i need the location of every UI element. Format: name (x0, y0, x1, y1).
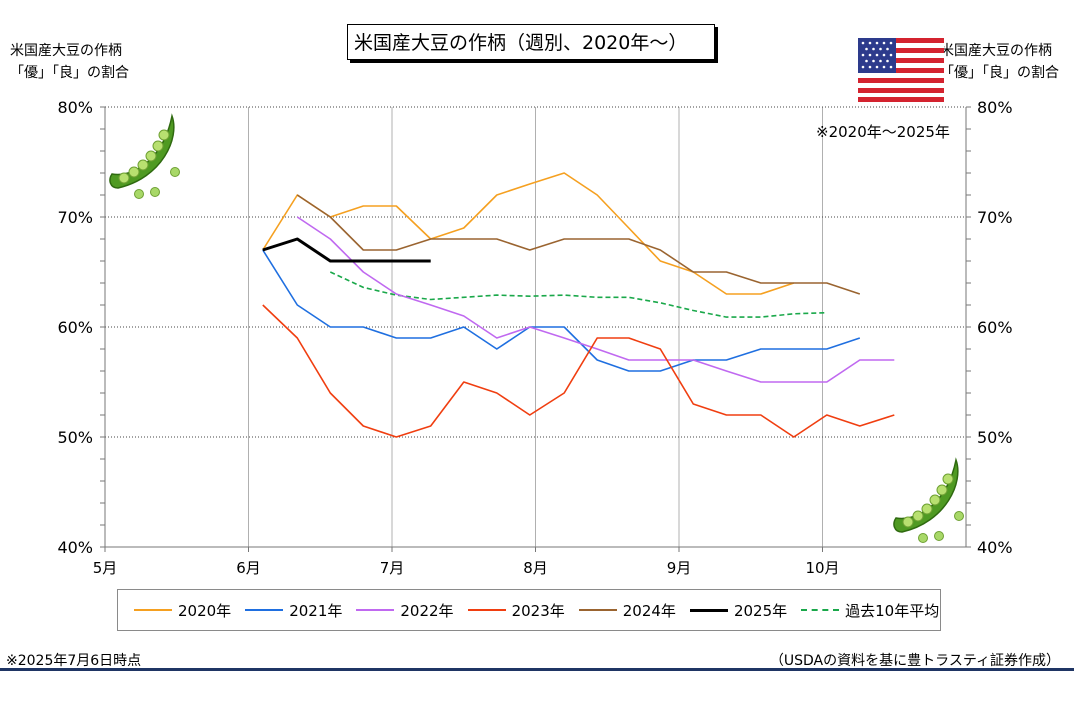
y-tick-label-right: 40% (977, 538, 1013, 557)
y-axis-right-label-line1: 米国産大豆の作柄 (940, 43, 1052, 59)
chart-title: 米国産大豆の作柄（週別、2020年～） (347, 24, 715, 60)
y-tick-label-right: 70% (977, 208, 1013, 227)
y-tick-label-right: 50% (977, 428, 1013, 447)
series-line-2023年 (262, 304, 895, 438)
y-tick-label-left: 40% (57, 538, 93, 557)
x-tick-label: 6月 (236, 559, 261, 577)
as-of-note: ※2025年7月6日時点 (6, 653, 142, 669)
series-line-2021年 (262, 249, 861, 372)
y-tick-label-right: 60% (977, 318, 1013, 337)
legend-swatch-2021 (245, 609, 284, 611)
legend-swatch-2024 (578, 609, 617, 611)
legend-item-2023: 2023年 (467, 600, 565, 621)
y-tick-label-left: 50% (57, 428, 93, 447)
y-axis-right-label: 米国産大豆の作柄 「優」「良」の割合 (940, 40, 1059, 84)
legend-label-2023: 2023年 (511, 601, 565, 620)
legend-swatch-2020 (134, 609, 172, 611)
x-tick-label: 10月 (805, 559, 839, 577)
soybean-pod-icon (893, 457, 964, 543)
legend-label-10yr-average: 過去10年平均 (845, 601, 940, 620)
legend-label-2025: 2025年 (733, 601, 788, 620)
y-axis-left-label: 米国産大豆の作柄 「優」「良」の割合 (10, 40, 129, 84)
legend-label-2024: 2024年 (622, 601, 676, 620)
legend-item-2025: 2025年 (689, 600, 788, 621)
legend-label-2020: 2020年 (178, 601, 232, 620)
us-flag-icon (858, 38, 944, 102)
legend-label-2021: 2021年 (289, 601, 343, 620)
legend-item-2024: 2024年 (578, 600, 676, 621)
chart-legend: 2020年 2021年 2022年 2023年 2024年 2025年 過去10… (117, 589, 941, 631)
legend-swatch-2022 (356, 609, 395, 611)
y-tick-label-left: 70% (57, 208, 93, 227)
legend-swatch-2025 (689, 608, 728, 612)
legend-swatch-10yr-average (801, 609, 840, 611)
y-axis-left-label-line1: 米国産大豆の作柄 (10, 43, 122, 59)
chart-ticks: 40% 40% 50% 50% 60% 60% 70% 70% 80% 80% 5月 6月 7月 8月 9月… (57, 98, 1012, 577)
series-line-2025年 (262, 237, 431, 263)
chart-series (262, 172, 895, 438)
series-line-過去10年平均 (329, 271, 827, 318)
source-note: （USDAの資料を基に豊トラスティ証券作成） (769, 653, 1060, 669)
period-note: ※2020年～2025年 (816, 123, 950, 141)
x-tick-label: 7月 (380, 559, 405, 577)
footer-divider (0, 668, 1074, 671)
chart-grid (105, 106, 966, 547)
chart-axes (100, 106, 971, 552)
y-tick-label-left: 80% (57, 98, 93, 117)
legend-swatch-2023 (467, 609, 506, 611)
series-line-2020年 (262, 172, 795, 295)
legend-item-2020: 2020年 (134, 600, 231, 621)
series-line-2022年 (296, 216, 895, 383)
x-tick-label: 5月 (93, 559, 118, 577)
y-axis-right-label-line2: 「優」「良」の割合 (940, 65, 1059, 81)
legend-item-2021: 2021年 (245, 600, 342, 621)
y-axis-left-label-line2: 「優」「良」の割合 (10, 65, 129, 81)
soybean-pod-icon (109, 113, 180, 199)
legend-item-2022: 2022年 (356, 600, 454, 621)
x-tick-label: 9月 (667, 559, 692, 577)
legend-item-10yr-average: 過去10年平均 (801, 600, 939, 621)
series-line-2024年 (296, 194, 861, 295)
legend-label-2022: 2022年 (400, 601, 454, 620)
x-tick-label: 8月 (523, 559, 548, 577)
y-tick-label-right: 80% (977, 98, 1013, 117)
y-tick-label-left: 60% (57, 318, 93, 337)
